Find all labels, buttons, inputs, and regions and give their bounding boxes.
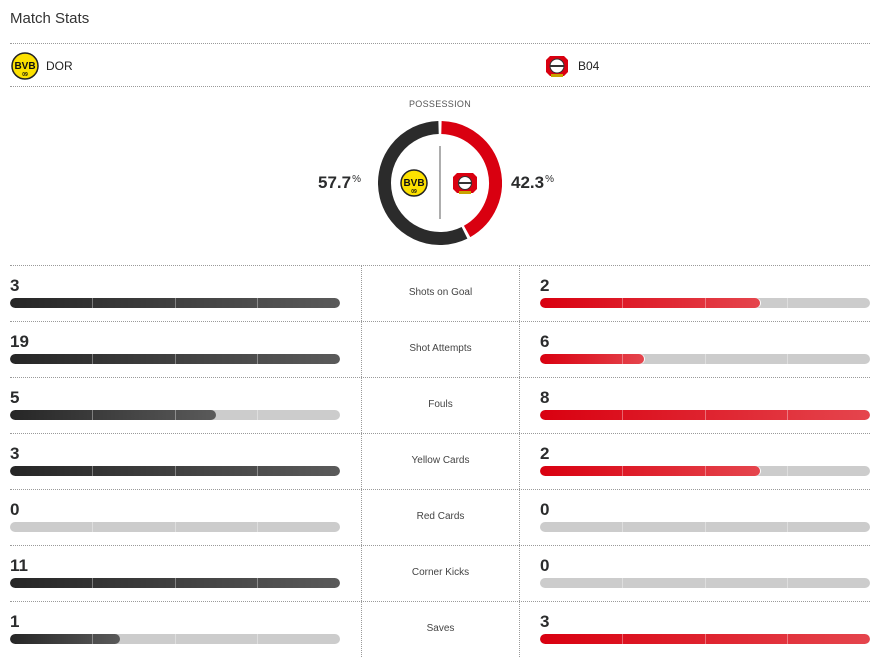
home-stat-fill	[10, 410, 217, 420]
column-divider	[519, 489, 520, 545]
home-stat-bar	[10, 466, 340, 476]
svg-text:09: 09	[411, 189, 417, 195]
column-divider	[519, 377, 520, 433]
home-stat-bar	[10, 354, 340, 364]
stat-row: 0 Red Cards 0	[0, 489, 883, 545]
possession-donut: BVB 09	[378, 121, 502, 245]
away-stat-value: 8	[540, 388, 550, 407]
stat-label: Red Cards	[416, 511, 465, 522]
away-stat-value: 0	[540, 556, 550, 575]
away-stat-bar	[540, 410, 870, 420]
home-team: BVB 09 DOR	[11, 52, 73, 80]
home-stat-value: 5	[10, 388, 20, 407]
away-team-abbr: B04	[578, 59, 600, 73]
home-stat-value: 1	[10, 612, 20, 631]
home-possession-arc	[378, 121, 468, 245]
home-stat-value: 3	[10, 444, 20, 463]
away-stat-fill	[540, 298, 760, 308]
percent-sign: %	[545, 174, 554, 185]
stat-label: Saves	[426, 623, 455, 634]
column-divider	[361, 433, 362, 489]
home-stat-bar	[10, 634, 340, 644]
stat-row: 3 Yellow Cards 2	[0, 433, 883, 489]
home-stat-fill	[10, 578, 340, 588]
away-stat-value: 2	[540, 444, 550, 463]
row-divider	[10, 265, 870, 266]
home-stat-value: 11	[10, 556, 28, 575]
bvb-crest-icon: BVB 09	[11, 52, 39, 80]
column-divider	[361, 601, 362, 657]
away-possession: 42.3%	[511, 173, 554, 193]
away-stat-fill	[540, 466, 760, 476]
stat-row: 5 Fouls 8	[0, 377, 883, 433]
away-stat-bar	[540, 578, 870, 588]
column-divider	[519, 321, 520, 377]
row-divider	[10, 489, 870, 490]
away-stat-bar	[540, 298, 870, 308]
away-stat-bar	[540, 354, 870, 364]
column-divider	[519, 601, 520, 657]
stat-row: 19 Shot Attempts 6	[0, 321, 883, 377]
away-stat-value: 3	[540, 612, 550, 631]
away-stat-fill	[540, 354, 645, 364]
stat-label: Shot Attempts	[409, 343, 472, 354]
column-divider	[519, 545, 520, 601]
row-divider	[10, 433, 870, 434]
stat-label: Corner Kicks	[411, 567, 470, 578]
row-divider	[10, 377, 870, 378]
column-divider	[361, 489, 362, 545]
home-stat-bar	[10, 410, 340, 420]
home-stat-value: 0	[10, 500, 20, 519]
away-stat-value: 2	[540, 276, 550, 295]
column-divider	[361, 265, 362, 321]
row-divider	[10, 545, 870, 546]
away-stat-bar	[540, 634, 870, 644]
away-team: B04	[543, 52, 599, 80]
away-stat-bar	[540, 522, 870, 532]
percent-sign: %	[352, 174, 361, 185]
home-stat-bar	[10, 578, 340, 588]
home-stat-fill	[10, 466, 340, 476]
stat-label: Yellow Cards	[411, 455, 470, 466]
possession-label: POSSESSION	[408, 99, 472, 109]
stat-row: 11 Corner Kicks 0	[0, 545, 883, 601]
home-possession: 57.7%	[318, 173, 361, 193]
column-divider	[361, 321, 362, 377]
away-stat-bar	[540, 466, 870, 476]
home-stat-value: 3	[10, 276, 20, 295]
column-divider	[361, 377, 362, 433]
stat-row: 1 Saves 3	[0, 601, 883, 657]
home-stat-value: 19	[10, 332, 29, 351]
away-possession-value: 42.3	[511, 173, 545, 192]
home-stat-fill	[10, 354, 340, 364]
divider	[10, 86, 870, 87]
svg-text:BVB: BVB	[14, 61, 35, 72]
svg-text:BVB: BVB	[403, 178, 424, 189]
home-stat-fill	[10, 634, 120, 644]
away-possession-arc	[441, 121, 502, 238]
home-team-abbr: DOR	[46, 59, 73, 73]
away-stat-fill	[540, 410, 870, 420]
svg-text:09: 09	[22, 72, 28, 78]
column-divider	[361, 545, 362, 601]
stat-label: Shots on Goal	[408, 287, 473, 298]
home-stat-bar	[10, 298, 340, 308]
divider	[10, 43, 870, 44]
away-stat-value: 0	[540, 500, 550, 519]
match-stats-title: Match Stats	[10, 10, 90, 27]
home-stat-fill	[10, 298, 340, 308]
stat-label: Fouls	[428, 399, 453, 410]
leverkusen-crest-icon	[453, 173, 477, 194]
home-stat-bar	[10, 522, 340, 532]
home-possession-value: 57.7	[318, 173, 352, 192]
row-divider	[10, 601, 870, 602]
leverkusen-crest-icon	[546, 56, 568, 77]
bvb-crest-icon: BVB 09	[400, 169, 428, 197]
column-divider	[519, 433, 520, 489]
column-divider	[519, 265, 520, 321]
away-stat-fill	[540, 634, 870, 644]
row-divider	[10, 321, 870, 322]
stat-row: 3 Shots on Goal 2	[0, 265, 883, 321]
away-stat-value: 6	[540, 332, 550, 351]
